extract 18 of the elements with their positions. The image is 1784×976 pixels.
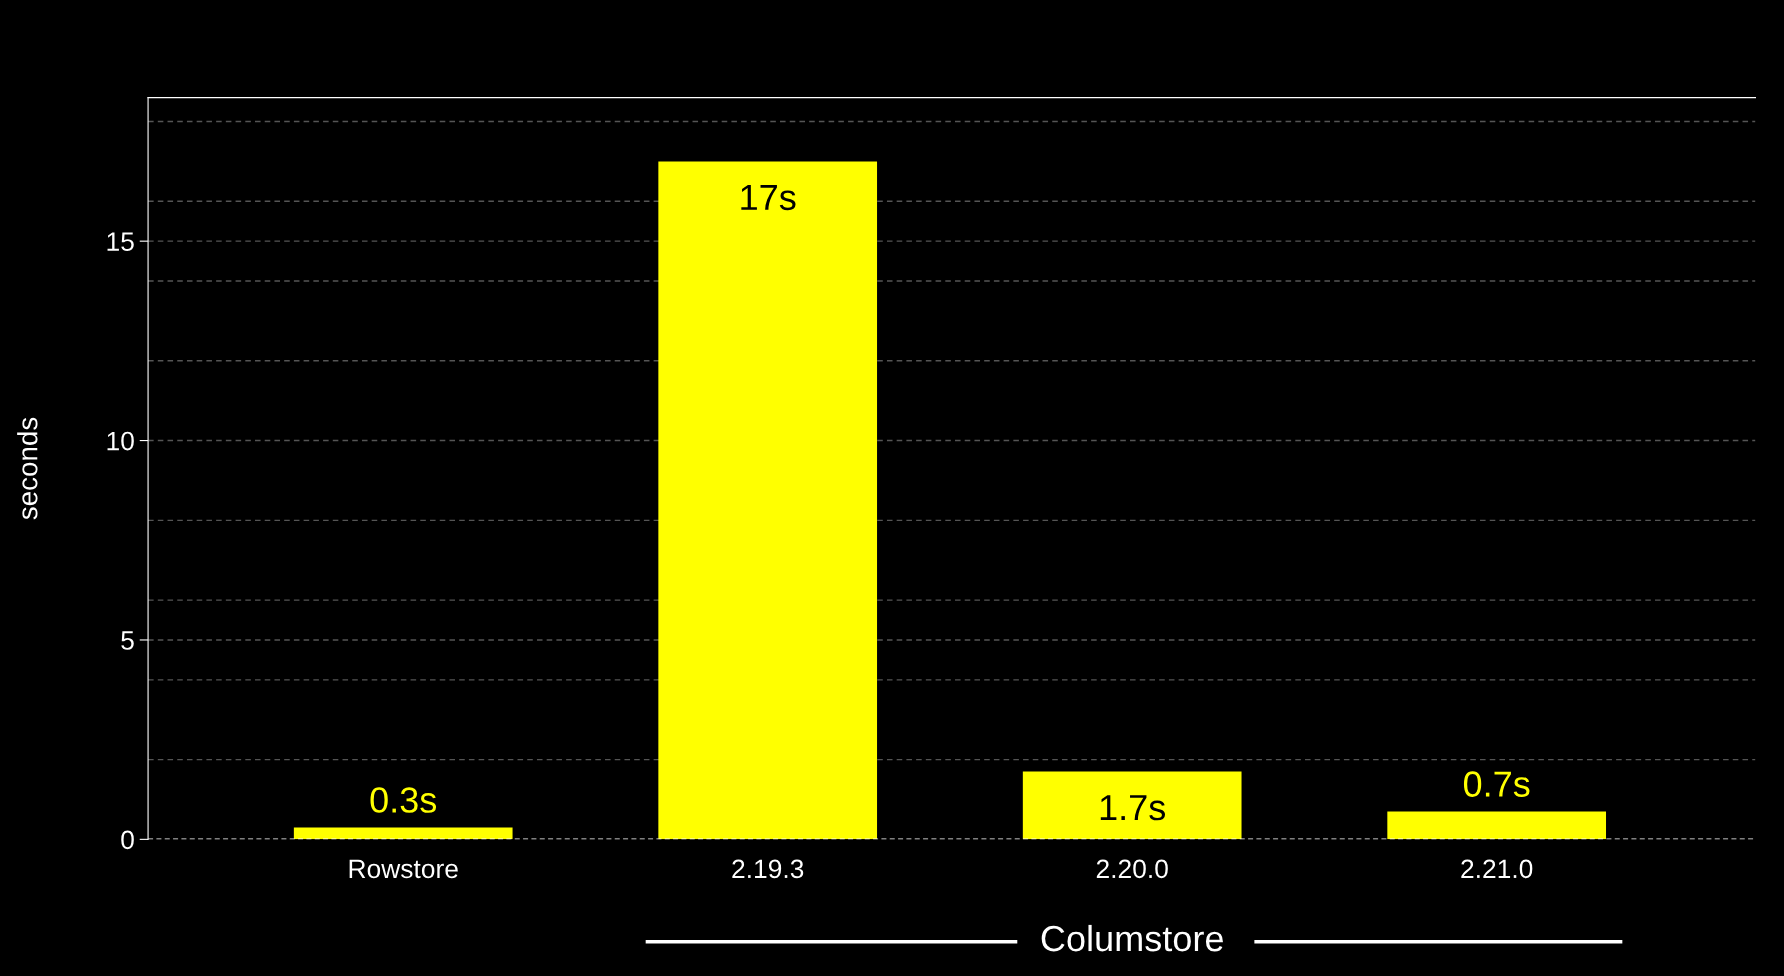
x-tick-label: 2.20.0 (1096, 859, 1168, 879)
x-tick-label: 2.21.0 (1461, 859, 1533, 879)
data-label: 0.3s (370, 787, 437, 813)
x-tick-label: Rowstore (349, 859, 458, 879)
data-label: 1.7s (1100, 795, 1166, 821)
bar (1022, 771, 1242, 840)
data-label: 17s (741, 184, 796, 211)
y-axis-title: seconds (17, 417, 38, 520)
y-tick-label: 15 (107, 232, 134, 251)
bar (293, 827, 513, 840)
data-label: 0.7s (1463, 771, 1530, 797)
text: Columstore (1041, 924, 1223, 952)
x-tick-label: 2.19.3 (732, 859, 804, 879)
y-tick-label: 5 (121, 631, 134, 650)
bar (1387, 811, 1607, 840)
bar (658, 161, 878, 840)
y-tick-label: 10 (107, 431, 134, 451)
y-tick-label: 0 (121, 830, 134, 850)
